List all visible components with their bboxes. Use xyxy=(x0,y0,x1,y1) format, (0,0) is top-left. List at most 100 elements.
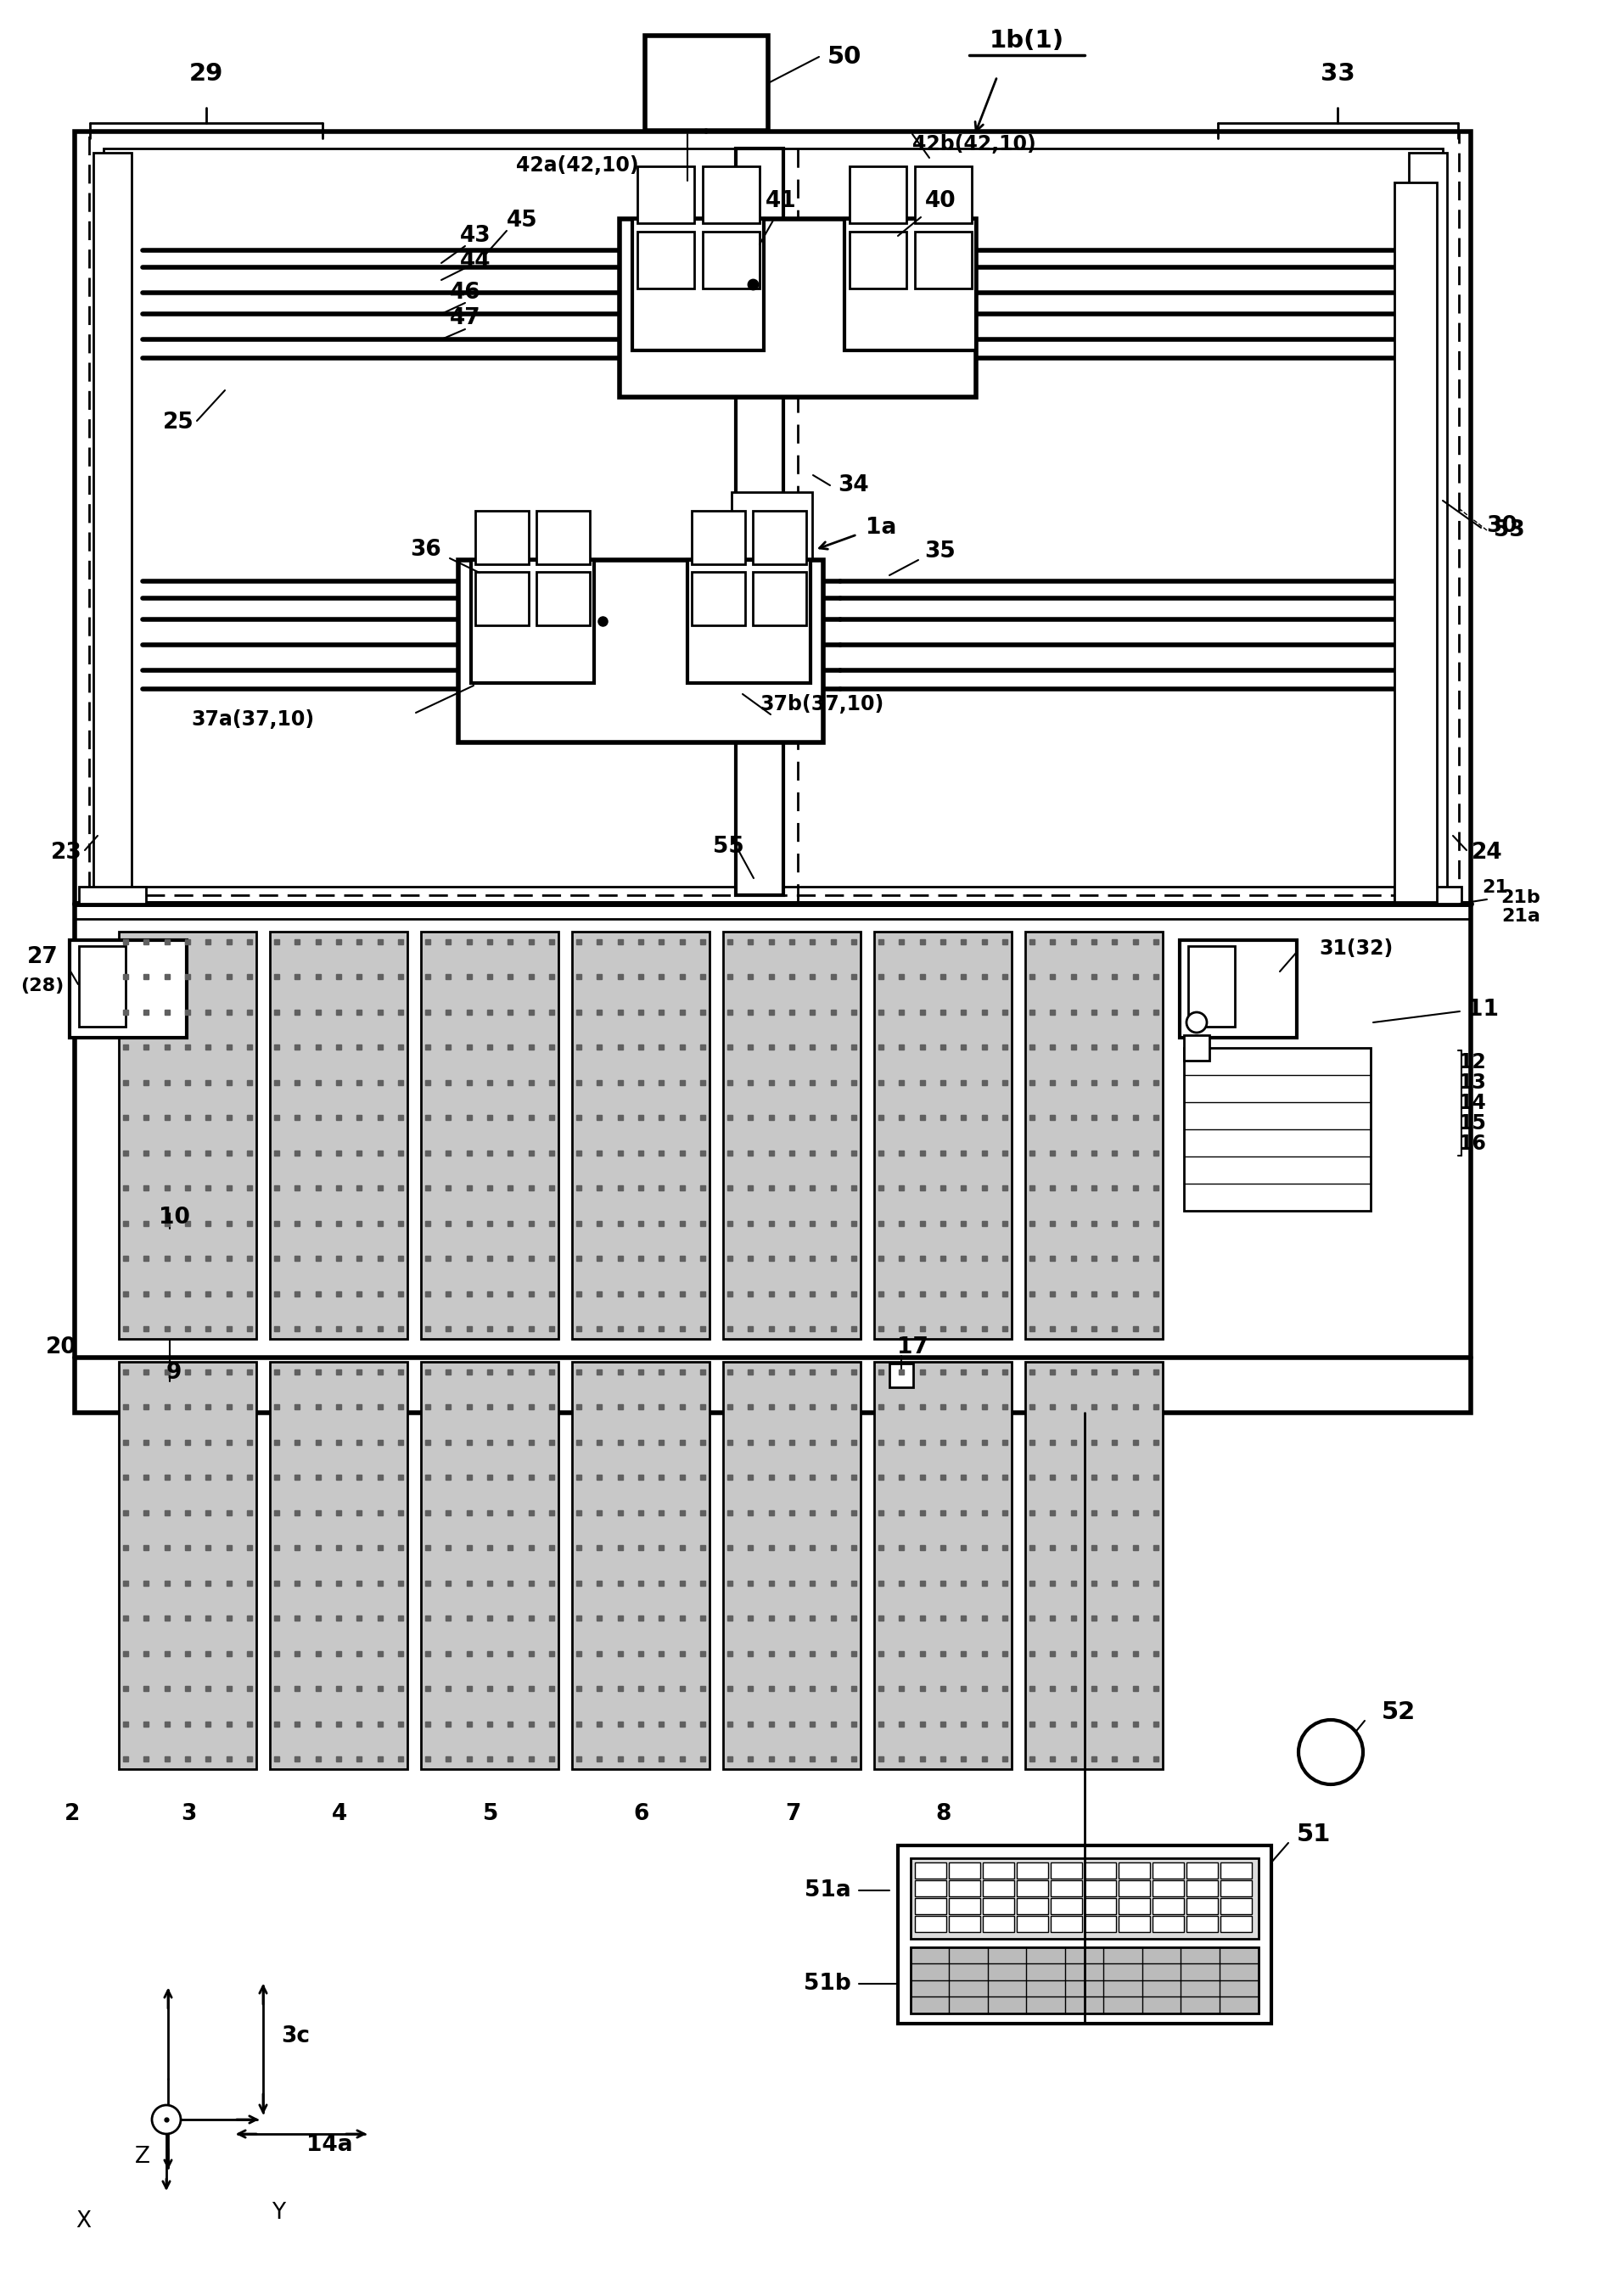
Bar xyxy=(1221,1880,1251,1896)
Bar xyxy=(911,1857,1258,1938)
Text: 3c: 3c xyxy=(280,2025,310,2048)
Text: 1b(1): 1b(1) xyxy=(989,30,1065,53)
Bar xyxy=(94,154,131,898)
Bar xyxy=(911,1947,1258,2014)
Text: 52: 52 xyxy=(1381,1701,1415,1724)
Circle shape xyxy=(152,2105,182,2133)
Bar xyxy=(1221,1915,1251,1931)
Bar xyxy=(1153,1862,1183,1878)
Text: 8: 8 xyxy=(935,1802,952,1825)
Bar xyxy=(845,218,976,351)
Bar xyxy=(874,1362,1012,1770)
Bar xyxy=(914,232,971,289)
Bar xyxy=(70,939,186,1038)
Text: 42a(42,10): 42a(42,10) xyxy=(515,156,639,174)
Bar xyxy=(914,165,971,223)
Bar xyxy=(1118,1899,1149,1915)
Bar xyxy=(1084,1880,1115,1896)
Bar xyxy=(704,232,760,289)
Text: 2: 2 xyxy=(65,1802,79,1825)
Bar xyxy=(1183,1035,1209,1061)
Bar xyxy=(459,560,823,742)
Bar xyxy=(475,510,528,565)
Bar xyxy=(75,131,1470,1412)
Bar xyxy=(1187,1899,1217,1915)
Text: 35: 35 xyxy=(924,540,956,563)
Text: 1a: 1a xyxy=(866,517,896,540)
Bar xyxy=(1016,1862,1049,1878)
Bar xyxy=(704,165,760,223)
Bar xyxy=(421,1362,559,1770)
Bar xyxy=(982,1899,1015,1915)
Text: 29: 29 xyxy=(190,62,224,85)
Bar xyxy=(421,932,559,1339)
Bar xyxy=(1187,1880,1217,1896)
Text: 4: 4 xyxy=(332,1802,347,1825)
Bar xyxy=(619,218,976,397)
Bar xyxy=(1050,1880,1083,1896)
Bar xyxy=(692,572,746,625)
Bar xyxy=(118,1362,256,1770)
Bar xyxy=(572,1362,710,1770)
Bar xyxy=(1050,1899,1083,1915)
Circle shape xyxy=(1187,1013,1208,1033)
Bar xyxy=(1153,1880,1183,1896)
Text: 12: 12 xyxy=(1459,1052,1486,1072)
Bar xyxy=(948,1880,981,1896)
Bar xyxy=(79,886,146,905)
Bar xyxy=(1394,886,1462,905)
Text: 21: 21 xyxy=(1482,879,1509,895)
Text: 51: 51 xyxy=(1297,1823,1331,1846)
Text: 21b: 21b xyxy=(1501,889,1540,907)
Bar xyxy=(89,131,1459,895)
Bar xyxy=(723,1362,861,1770)
Bar xyxy=(1118,1915,1149,1931)
Text: 55: 55 xyxy=(713,836,744,859)
Text: 14: 14 xyxy=(1459,1093,1486,1114)
Bar xyxy=(637,232,694,289)
Bar xyxy=(1084,1862,1115,1878)
Text: 42b(42,10): 42b(42,10) xyxy=(913,133,1036,154)
Text: 16: 16 xyxy=(1459,1134,1486,1155)
Bar xyxy=(982,1915,1015,1931)
Bar xyxy=(269,932,407,1339)
Bar xyxy=(1153,1915,1183,1931)
Text: 33: 33 xyxy=(1319,62,1355,85)
Text: 15: 15 xyxy=(1459,1114,1486,1134)
Bar xyxy=(1016,1899,1049,1915)
Bar xyxy=(948,1899,981,1915)
Text: 20: 20 xyxy=(45,1336,76,1359)
Bar xyxy=(948,1862,981,1878)
Bar xyxy=(692,510,746,565)
Text: 51a: 51a xyxy=(804,1880,851,1901)
Text: 23: 23 xyxy=(50,843,81,863)
Text: 37b(37,10): 37b(37,10) xyxy=(760,693,883,714)
Bar xyxy=(572,932,710,1339)
Bar xyxy=(914,1915,947,1931)
Bar xyxy=(537,572,590,625)
Text: 45: 45 xyxy=(506,209,538,232)
Text: 14a: 14a xyxy=(306,2133,352,2156)
Bar xyxy=(1187,1862,1217,1878)
Bar xyxy=(645,37,768,131)
Bar xyxy=(982,1862,1015,1878)
Bar xyxy=(874,932,1012,1339)
Bar xyxy=(752,572,806,625)
Bar xyxy=(914,1880,947,1896)
Bar xyxy=(104,149,1443,886)
Text: 34: 34 xyxy=(838,475,869,496)
Bar xyxy=(472,560,593,682)
Text: 46: 46 xyxy=(449,282,480,303)
Bar xyxy=(1050,1915,1083,1931)
Bar xyxy=(1409,154,1448,898)
Bar xyxy=(849,232,906,289)
Text: 17: 17 xyxy=(896,1336,927,1359)
Bar xyxy=(475,572,528,625)
Text: 53: 53 xyxy=(1493,519,1525,542)
Bar xyxy=(1221,1862,1251,1878)
Text: 3: 3 xyxy=(180,1802,196,1825)
Bar xyxy=(632,218,763,351)
Bar xyxy=(1394,181,1436,902)
Bar xyxy=(914,1899,947,1915)
Bar xyxy=(890,1364,913,1387)
